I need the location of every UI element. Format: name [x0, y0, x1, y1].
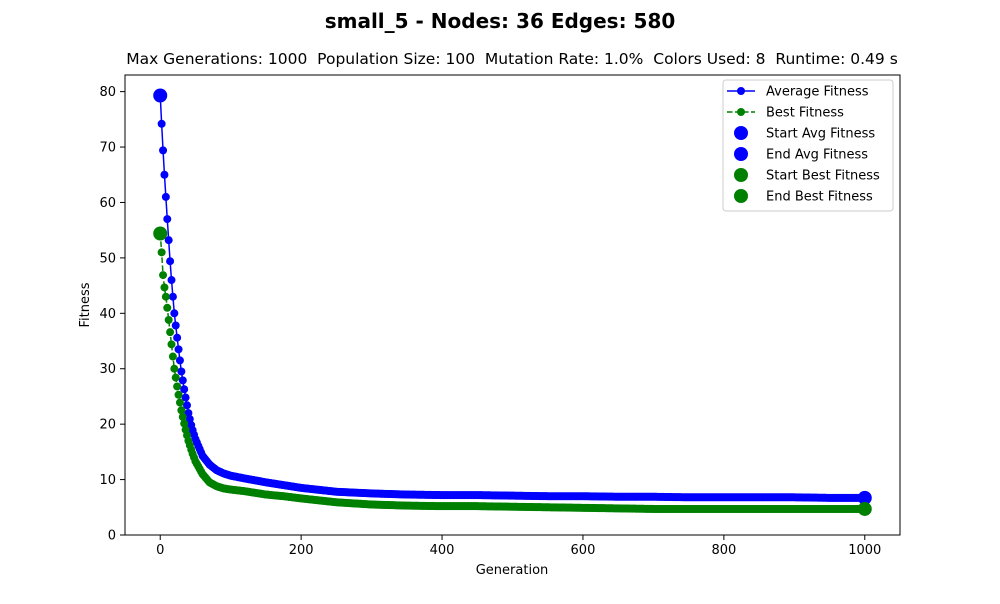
best-fitness-point — [164, 315, 173, 324]
start-avg-fitness-marker — [153, 88, 168, 103]
chart-subtitle: Max Generations: 1000 Population Size: 1… — [126, 50, 898, 68]
average-fitness-point — [173, 333, 182, 342]
legend-marker-swatch — [734, 126, 748, 140]
y-tick-label: 20 — [99, 418, 116, 433]
best-fitness-point — [173, 382, 182, 391]
best-fitness-point — [178, 412, 187, 421]
y-tick-label: 10 — [99, 473, 116, 488]
average-fitness-point — [185, 415, 194, 424]
x-tick-label: 0 — [156, 543, 164, 558]
marker-layer — [153, 88, 872, 516]
average-fitness-point — [177, 367, 186, 376]
average-fitness-point — [170, 309, 179, 318]
end-avg-fitness-marker — [857, 490, 872, 505]
x-axis-label: Generation — [476, 563, 549, 578]
average-fitness-point — [184, 409, 193, 418]
best-fitness-series — [156, 229, 869, 513]
best-fitness-point — [175, 398, 184, 407]
legend-item: Start Best Fitness — [734, 168, 880, 184]
average-fitness-point — [164, 236, 173, 245]
legend-marker-swatch — [734, 189, 748, 203]
average-fitness-point — [159, 146, 168, 155]
axes-frame — [124, 74, 901, 536]
legend-item: Average Fitness — [727, 85, 869, 100]
best-fitness-point — [166, 328, 175, 337]
legend-item: End Avg Fitness — [734, 147, 868, 163]
average-fitness-point — [163, 215, 172, 224]
legend-item: Start Avg Fitness — [734, 126, 875, 142]
x-tick-label: 800 — [711, 543, 736, 558]
y-axis: 0 10 20 30 40 50 60 70 80 — [99, 85, 125, 544]
y-tick-label: 0 — [108, 529, 116, 544]
best-fitness-point — [157, 248, 166, 257]
legend-marker-swatch — [734, 168, 748, 182]
legend-label: Best Fitness — [766, 106, 844, 121]
average-fitness-point — [180, 385, 189, 394]
legend-item: End Best Fitness — [734, 189, 873, 205]
best-fitness-point — [167, 340, 176, 349]
legend: Average Fitness Best Fitness Start Avg Fit… — [722, 79, 894, 212]
best-fitness-point — [161, 292, 170, 301]
best-fitness-line — [159, 233, 865, 510]
average-fitness-point — [160, 170, 169, 179]
x-tick-label: 1000 — [848, 543, 881, 558]
chart-title: small_5 - Nodes: 36 Edges: 580 — [325, 9, 676, 33]
legend-marker-swatch — [734, 147, 748, 161]
legend-label: Start Avg Fitness — [766, 127, 875, 142]
average-fitness-point — [183, 401, 191, 410]
average-fitness-point — [157, 119, 166, 128]
y-tick-label: 70 — [99, 141, 116, 156]
average-fitness-point — [166, 257, 175, 266]
x-tick-label: 200 — [289, 543, 314, 558]
legend-item: Best Fitness — [727, 106, 844, 121]
end-best-fitness-marker — [857, 501, 872, 516]
best-fitness-point — [171, 373, 180, 382]
y-tick-label: 60 — [99, 196, 116, 211]
best-fitness-point — [177, 406, 186, 415]
legend-point-swatch — [737, 87, 745, 95]
average-fitness-point — [167, 276, 176, 285]
start-best-fitness-marker — [153, 226, 168, 241]
y-tick-label: 50 — [99, 251, 116, 266]
plot-area — [124, 74, 901, 536]
y-tick-label: 40 — [99, 307, 116, 322]
average-fitness-point — [168, 292, 177, 301]
average-fitness-point — [181, 393, 190, 402]
legend-label: End Best Fitness — [766, 190, 873, 205]
best-fitness-point — [168, 352, 177, 361]
y-tick-label: 80 — [99, 85, 116, 100]
legend-point-swatch — [737, 108, 745, 116]
legend-label: Average Fitness — [766, 85, 869, 100]
best-fitness-point — [174, 390, 183, 399]
average-fitness-point — [171, 321, 180, 330]
legend-label: End Avg Fitness — [766, 148, 868, 163]
legend-box — [722, 79, 894, 212]
legend-label: Start Best Fitness — [766, 169, 880, 184]
x-tick-label: 400 — [430, 543, 455, 558]
average-fitness-point — [178, 376, 187, 385]
x-tick-label: 600 — [571, 543, 596, 558]
y-tick-label: 30 — [99, 362, 116, 377]
best-fitness-point — [170, 364, 179, 373]
best-fitness-point — [159, 271, 168, 280]
average-fitness-point — [161, 192, 170, 201]
x-axis: 0 200 400 600 800 1000 — [156, 535, 881, 558]
y-axis-label: Fitness — [78, 282, 93, 327]
average-fitness-point — [175, 356, 184, 365]
series-layer — [156, 91, 869, 513]
best-fitness-point — [180, 419, 189, 428]
best-fitness-point — [163, 303, 172, 312]
average-fitness-point — [174, 345, 183, 354]
average-fitness-series — [156, 91, 869, 502]
best-fitness-point — [160, 283, 169, 292]
